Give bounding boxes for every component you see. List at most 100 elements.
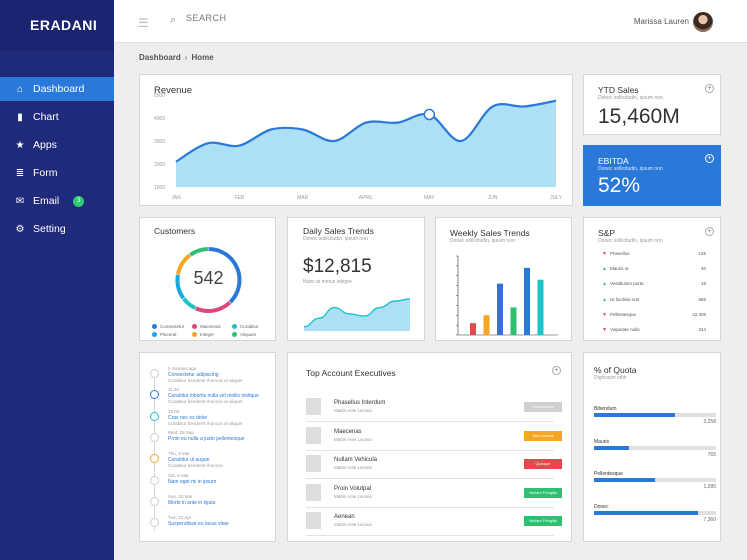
legend-dot xyxy=(192,332,197,337)
quota-bar xyxy=(594,478,716,482)
y-tick-label: 4000 xyxy=(154,116,165,122)
legend-item: Consectetur xyxy=(152,324,184,329)
legend-item: Maecenas xyxy=(192,324,221,329)
daily-line xyxy=(303,298,411,328)
quota-row: Bibendum 3,258 xyxy=(594,406,716,425)
executive-photo xyxy=(306,512,321,529)
legend-dot xyxy=(232,324,237,329)
weekly-bar xyxy=(510,307,517,335)
executives-title: Top Account Executives xyxy=(306,368,396,378)
ebitda-subtitle: Donec sollicitudin, ipsum non xyxy=(598,166,663,172)
brand-logo: ERADANI xyxy=(0,0,114,51)
nav-label: Email xyxy=(33,195,60,207)
add-icon[interactable]: + xyxy=(705,154,714,163)
nav-item-chart[interactable]: ▮ Chart xyxy=(0,105,114,129)
x-tick-label: MAY xyxy=(424,195,435,201)
executive-sub: Mattis Ante Lacinia xyxy=(334,465,372,470)
executive-badge-button[interactable]: Consectetur xyxy=(524,402,562,412)
legend-item: Placerat xyxy=(152,332,177,337)
executive-row[interactable]: Maecenas Mattis Ante Lacinia Sed Lacinia xyxy=(306,424,562,451)
timeline-heading[interactable]: Suspendisse eu lacus vitae xyxy=(168,521,229,528)
legend-label: Consectetur xyxy=(160,324,185,329)
weekly-sales-card: Weekly Sales Trends Donec sollicitudin, … xyxy=(435,217,572,341)
quota-value: 765 xyxy=(707,451,716,458)
avatar[interactable] xyxy=(693,12,713,32)
nav-item-apps[interactable]: ★ Apps xyxy=(0,133,114,157)
quota-card: % of Quota Dignissim nibh Bibendum 3,258 M… xyxy=(583,352,721,542)
weekly-bar xyxy=(497,283,503,335)
timeline-heading[interactable]: Curabitur lobortis nulla vel mollis tris… xyxy=(168,393,259,400)
timeline-heading[interactable]: Curabitur ut augue xyxy=(168,457,210,464)
user-name[interactable]: Marissa Lauren xyxy=(633,17,689,26)
timeline-heading[interactable]: Proin eu nulla a justo pellentesque xyxy=(168,435,245,442)
executives-card: Top Account Executives + Phasellus Inter… xyxy=(287,352,572,542)
sp-value: 18 xyxy=(700,281,706,287)
customers-donut-chart xyxy=(175,247,242,313)
quota-value: 3,258 xyxy=(703,419,716,425)
menu-icon[interactable]: ☰ xyxy=(138,16,149,30)
add-icon[interactable]: + xyxy=(705,227,714,236)
sp-value: 42,309 xyxy=(692,311,706,317)
chevron-right-icon: › xyxy=(184,53,188,62)
executive-badge-button[interactable]: Quisque xyxy=(524,459,562,469)
legend-label: Aliquam xyxy=(240,332,257,337)
timeline-heading[interactable]: Consectetur adipiscing xyxy=(168,372,219,378)
gear-icon: ⚙ xyxy=(15,223,25,235)
executive-row[interactable]: Phasellus Interdum Mattis Ante Lacinia Con… xyxy=(306,395,562,422)
executive-row[interactable]: Aenean Mattis Ante Lacinia Nullam Fringill… xyxy=(306,509,562,536)
timeline-card: 5 minutes ago Consectetur adipiscing Curab… xyxy=(139,352,276,542)
timeline-heading[interactable]: Cras nec ex dolor xyxy=(168,414,208,421)
timeline-desc: Curabitur hendrerit rhoncus ut aliquet xyxy=(168,399,243,405)
legend-item: Integer xyxy=(192,332,214,337)
email-icon: ✉ xyxy=(15,195,25,207)
email-count-badge: 3 xyxy=(73,195,85,207)
timeline-desc: Curabitur hendrerit rhoncus ut aliquet xyxy=(168,420,243,426)
legend-dot xyxy=(192,324,197,329)
timeline-time: 11:30 xyxy=(168,387,179,393)
timeline-heading[interactable]: Morbi in ante in ligula xyxy=(168,499,216,506)
timeline-heading[interactable]: Nam eget mi in ipsum xyxy=(168,478,217,485)
executive-row[interactable]: Nullam Vehicula Mattis Ante Lacinia Quisqu… xyxy=(306,452,562,479)
breadcrumb-parent[interactable]: Dashboard xyxy=(139,53,181,62)
nav-label: Apps xyxy=(33,139,57,151)
add-icon[interactable]: + xyxy=(705,84,714,93)
nav-item-email[interactable]: ✉ Email 3 xyxy=(0,189,114,213)
sp-row: ▲ Ut facilisis erat 865 xyxy=(602,297,706,303)
x-tick-label: JULY xyxy=(550,195,563,201)
x-tick-label: APRIL xyxy=(359,195,374,201)
nav-item-dashboard[interactable]: ⌂ Dashboard xyxy=(0,77,114,101)
timeline-desc: Curabitur hendrerit rhoncus ut aliquet xyxy=(168,378,243,383)
sp-row: ▼ Pellentesque 42,309 xyxy=(602,312,706,318)
weekly-title: Weekly Sales Trends xyxy=(450,228,530,238)
revenue-chart: 1000 2000 3000 4000 5000 JAN FEB MAR APRIL MAY JUN… xyxy=(154,93,563,201)
executive-name: Maecenas xyxy=(334,428,362,435)
sp-card: S&P Donec sollicitudin, ipsum non + ▼ Pha… xyxy=(583,217,721,341)
executive-photo xyxy=(306,455,321,472)
timeline-time: 5 minutes ago xyxy=(168,366,197,371)
nav-label: Chart xyxy=(33,111,59,123)
timeline-line xyxy=(154,371,155,531)
timeline-time: Sat, 5 Mar xyxy=(168,472,189,478)
nav-item-setting[interactable]: ⚙ Setting xyxy=(0,217,114,241)
quota-fill xyxy=(594,510,698,515)
executive-badge-button[interactable]: Nullam Fringilla xyxy=(524,487,562,498)
search-icon[interactable]: ⌕ xyxy=(170,14,177,26)
executive-badge-button[interactable]: Nullam Fringilla xyxy=(524,516,562,526)
donut-slice xyxy=(189,247,209,257)
executive-badge-button[interactable]: Sed Lacinia xyxy=(524,430,562,441)
revenue-area xyxy=(176,100,556,187)
timeline-dot xyxy=(150,475,159,485)
breadcrumb-current: Home xyxy=(191,53,214,62)
quota-subtitle: Dignissim nibh xyxy=(594,375,627,381)
sp-value: 125 xyxy=(698,251,706,256)
weekly-bar xyxy=(524,267,530,335)
sp-subtitle: Donec sollicitudin, ipsum non xyxy=(598,238,663,244)
nav-item-form[interactable]: ≣ Form xyxy=(0,161,114,185)
executive-row[interactable]: Proin Volutpat Mattis Ante Lacinia Nullam … xyxy=(306,481,562,508)
legend-dot xyxy=(152,324,157,329)
ebitda-value: 52% xyxy=(598,174,641,197)
search-input[interactable] xyxy=(186,13,406,23)
sp-name: Vulputate nulla xyxy=(610,327,640,332)
add-icon[interactable]: + xyxy=(552,366,561,375)
executive-name: Phasellus Interdum xyxy=(334,400,386,406)
